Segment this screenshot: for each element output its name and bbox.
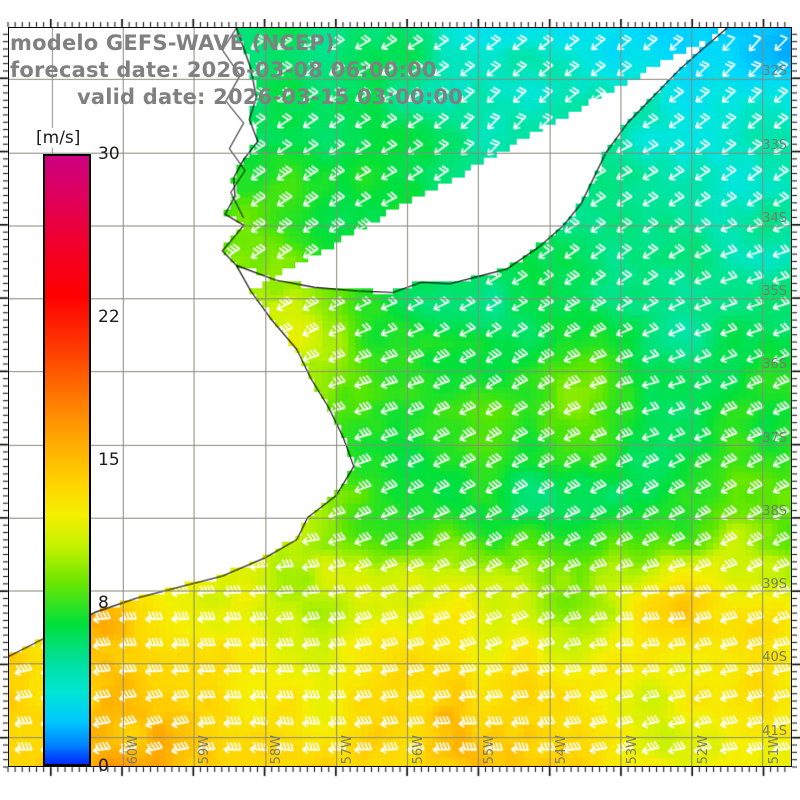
colorbar-tick-8: 8: [98, 592, 109, 613]
colorbar-tick-22: 22: [98, 307, 120, 328]
title-forecast-date-line: forecast date: 2026-03-08 06:00:00: [10, 57, 437, 82]
figure-title: modelo GEFS-WAVE (NCEP) forecast date: 2…: [10, 30, 530, 111]
lat-lon-graticule: [9, 28, 791, 766]
colorbar: [m/s] 30 22 15 8 0: [16, 128, 120, 778]
colorbar-unit-label: [m/s]: [34, 128, 83, 148]
title-model-line: modelo GEFS-WAVE (NCEP): [10, 31, 335, 55]
colorbar-gradient: [43, 154, 91, 766]
title-valid-date-line: valid date: 2026-03-15 03:00:00: [76, 84, 464, 109]
colorbar-tick-15: 15: [98, 450, 120, 470]
map-plot-area: 61W60W59W58W57W56W55W54W53W52W51W32S33S3…: [8, 27, 792, 767]
colorbar-tick-30: 30: [98, 144, 120, 164]
colorbar-tick-0: 0: [98, 756, 109, 776]
